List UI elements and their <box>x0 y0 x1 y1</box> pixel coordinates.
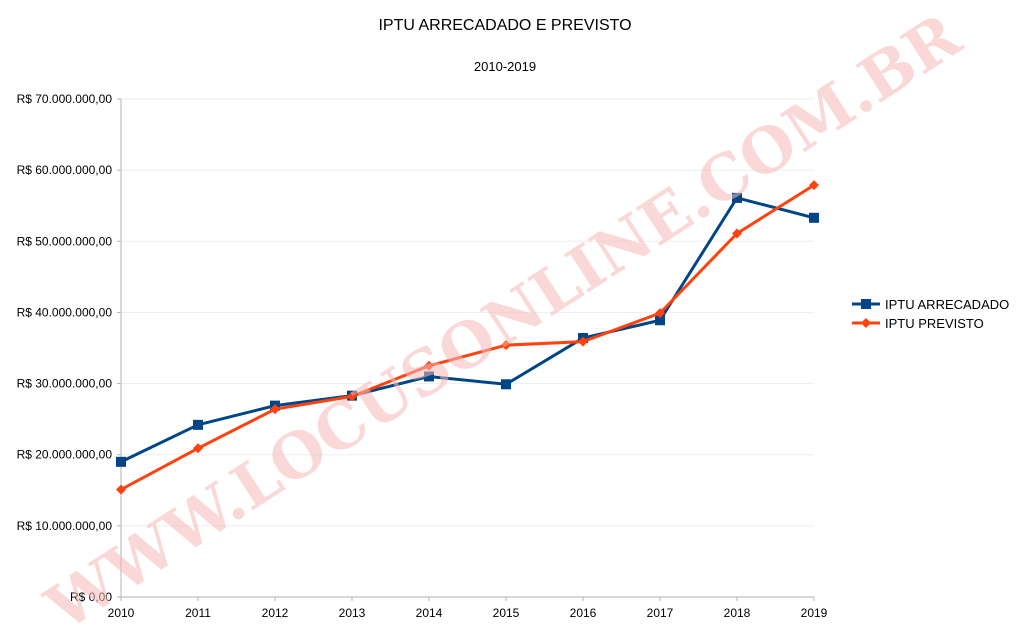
grid <box>121 98 814 527</box>
x-tick-label: 2011 <box>185 606 211 620</box>
data-point-iptu-previsto <box>193 443 203 454</box>
series-layer <box>116 180 819 495</box>
series-line-iptu-previsto <box>120 183 815 491</box>
series-line-iptu-arrecadado <box>120 196 815 464</box>
data-point-iptu-arrecadado <box>809 212 819 223</box>
x-tick-label: 2016 <box>570 606 597 620</box>
chart-subtitle: 2010-2019 <box>474 59 536 74</box>
axes <box>117 98 815 601</box>
y-tick-label: R$ 50.000.000,00 <box>17 234 113 248</box>
data-point-iptu-previsto <box>270 404 280 415</box>
y-tick-label: R$ 70.000.000,00 <box>17 92 113 106</box>
data-point-iptu-arrecadado <box>424 371 434 382</box>
legend-label: IPTU ARRECADADO <box>885 297 1009 312</box>
data-point-iptu-arrecadado <box>732 192 742 203</box>
data-point-iptu-arrecadado <box>655 315 665 326</box>
y-tick-label: R$ 20.000.000,00 <box>17 448 113 462</box>
legend-item-iptu-arrecadado: IPTU ARRECADADO <box>852 297 1009 312</box>
x-tick-labels: 2010 2011 2012 2013 2014 2015 2016 2017 2018 2019 <box>108 606 828 620</box>
data-point-iptu-previsto <box>424 360 434 371</box>
legend-label: IPTU PREVISTO <box>885 316 984 331</box>
x-tick-label: 2012 <box>262 606 289 620</box>
legend: IPTU ARRECADADO IPTU PREVISTO <box>852 297 1009 331</box>
y-tick-label: R$ 10.000.000,00 <box>17 519 113 533</box>
data-point-iptu-arrecadado <box>501 379 511 390</box>
x-tick-label: 2017 <box>647 606 674 620</box>
data-point-iptu-previsto <box>732 228 742 239</box>
data-point-iptu-previsto <box>347 391 357 402</box>
data-point-iptu-previsto <box>116 484 126 495</box>
y-tick-label: R$ 30.000.000,00 <box>17 377 113 391</box>
x-tick-label: 2015 <box>493 606 520 620</box>
y-tick-label: R$ 0,00 <box>70 590 112 604</box>
legend-marker <box>861 318 871 328</box>
x-tick-label: 2019 <box>801 606 828 620</box>
data-point-iptu-arrecadado <box>116 456 126 467</box>
data-point-iptu-arrecadado <box>193 419 203 430</box>
y-tick-label: R$ 60.000.000,00 <box>17 163 113 177</box>
y-tick-labels: R$ 0,00 R$ 10.000.000,00 R$ 20.000.000,00 R… <box>17 92 113 604</box>
watermark-text: WWW.LOCUSONLINE.COM.BR <box>33 0 974 631</box>
x-tick-label: 2013 <box>339 606 366 620</box>
chart-title: IPTU ARRECADADO E PREVISTO <box>378 17 631 34</box>
series-iptu-previsto <box>116 180 819 495</box>
x-tick-label: 2010 <box>108 606 135 620</box>
legend-marker <box>861 299 871 309</box>
x-tick-label: 2018 <box>724 606 751 620</box>
x-tick-label: 2014 <box>416 606 443 620</box>
data-point-iptu-previsto <box>501 340 511 351</box>
data-point-iptu-previsto <box>809 180 819 191</box>
y-tick-label: R$ 40.000.000,00 <box>17 305 113 319</box>
data-point-iptu-previsto <box>578 336 588 347</box>
data-point-iptu-previsto <box>655 308 665 319</box>
legend-item-iptu-previsto: IPTU PREVISTO <box>852 316 984 331</box>
